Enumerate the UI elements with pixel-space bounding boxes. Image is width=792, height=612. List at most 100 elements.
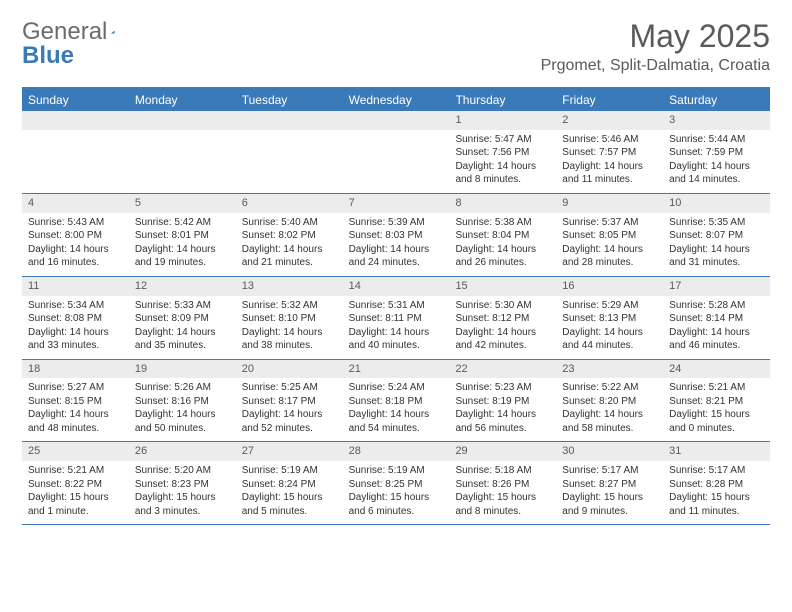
day-number: 17 xyxy=(663,277,770,296)
day-body xyxy=(236,130,343,178)
daylight-line: Daylight: 14 hours and 40 minutes. xyxy=(349,326,444,353)
day-cell-empty xyxy=(236,111,343,193)
day-body: Sunrise: 5:39 AMSunset: 8:03 PMDaylight:… xyxy=(343,213,450,276)
daylight-line: Daylight: 14 hours and 28 minutes. xyxy=(562,243,657,270)
sunrise-line: Sunrise: 5:38 AM xyxy=(455,216,550,230)
sunset-line: Sunset: 8:26 PM xyxy=(455,478,550,492)
day-cell: 24Sunrise: 5:21 AMSunset: 8:21 PMDayligh… xyxy=(663,360,770,442)
day-number xyxy=(236,111,343,130)
day-number: 5 xyxy=(129,194,236,213)
day-number: 10 xyxy=(663,194,770,213)
day-cell: 25Sunrise: 5:21 AMSunset: 8:22 PMDayligh… xyxy=(22,442,129,524)
day-cell: 13Sunrise: 5:32 AMSunset: 8:10 PMDayligh… xyxy=(236,277,343,359)
sunrise-line: Sunrise: 5:17 AM xyxy=(562,464,657,478)
day-body: Sunrise: 5:19 AMSunset: 8:24 PMDaylight:… xyxy=(236,461,343,524)
daylight-line: Daylight: 14 hours and 31 minutes. xyxy=(669,243,764,270)
day-number xyxy=(22,111,129,130)
day-cell: 4Sunrise: 5:43 AMSunset: 8:00 PMDaylight… xyxy=(22,194,129,276)
sunset-line: Sunset: 8:12 PM xyxy=(455,312,550,326)
calendar: SundayMondayTuesdayWednesdayThursdayFrid… xyxy=(22,87,770,525)
day-cell: 10Sunrise: 5:35 AMSunset: 8:07 PMDayligh… xyxy=(663,194,770,276)
daylight-line: Daylight: 14 hours and 58 minutes. xyxy=(562,408,657,435)
sunrise-line: Sunrise: 5:22 AM xyxy=(562,381,657,395)
sunset-line: Sunset: 8:28 PM xyxy=(669,478,764,492)
week-row: 1Sunrise: 5:47 AMSunset: 7:56 PMDaylight… xyxy=(22,111,770,194)
day-number: 13 xyxy=(236,277,343,296)
day-number: 25 xyxy=(22,442,129,461)
daylight-line: Daylight: 14 hours and 24 minutes. xyxy=(349,243,444,270)
day-number: 15 xyxy=(449,277,556,296)
day-cell-empty xyxy=(343,111,450,193)
dow-thursday: Thursday xyxy=(449,89,556,111)
day-cell: 22Sunrise: 5:23 AMSunset: 8:19 PMDayligh… xyxy=(449,360,556,442)
day-body xyxy=(129,130,236,178)
day-body: Sunrise: 5:47 AMSunset: 7:56 PMDaylight:… xyxy=(449,130,556,193)
sunset-line: Sunset: 8:18 PM xyxy=(349,395,444,409)
day-number: 28 xyxy=(343,442,450,461)
day-cell: 5Sunrise: 5:42 AMSunset: 8:01 PMDaylight… xyxy=(129,194,236,276)
day-cell: 18Sunrise: 5:27 AMSunset: 8:15 PMDayligh… xyxy=(22,360,129,442)
sunrise-line: Sunrise: 5:19 AM xyxy=(242,464,337,478)
day-cell: 8Sunrise: 5:38 AMSunset: 8:04 PMDaylight… xyxy=(449,194,556,276)
dow-friday: Friday xyxy=(556,89,663,111)
daylight-line: Daylight: 15 hours and 3 minutes. xyxy=(135,491,230,518)
sunrise-line: Sunrise: 5:29 AM xyxy=(562,299,657,313)
day-cell: 7Sunrise: 5:39 AMSunset: 8:03 PMDaylight… xyxy=(343,194,450,276)
sunset-line: Sunset: 8:00 PM xyxy=(28,229,123,243)
day-cell: 26Sunrise: 5:20 AMSunset: 8:23 PMDayligh… xyxy=(129,442,236,524)
sunset-line: Sunset: 8:08 PM xyxy=(28,312,123,326)
sunrise-line: Sunrise: 5:20 AM xyxy=(135,464,230,478)
sunset-line: Sunset: 8:24 PM xyxy=(242,478,337,492)
sunrise-line: Sunrise: 5:21 AM xyxy=(669,381,764,395)
daylight-line: Daylight: 14 hours and 16 minutes. xyxy=(28,243,123,270)
day-number: 11 xyxy=(22,277,129,296)
sunset-line: Sunset: 7:57 PM xyxy=(562,146,657,160)
daylight-line: Daylight: 14 hours and 48 minutes. xyxy=(28,408,123,435)
sunrise-line: Sunrise: 5:28 AM xyxy=(669,299,764,313)
day-number: 16 xyxy=(556,277,663,296)
sunset-line: Sunset: 8:16 PM xyxy=(135,395,230,409)
day-number: 30 xyxy=(556,442,663,461)
sunset-line: Sunset: 8:23 PM xyxy=(135,478,230,492)
day-number: 20 xyxy=(236,360,343,379)
day-body: Sunrise: 5:17 AMSunset: 8:28 PMDaylight:… xyxy=(663,461,770,524)
sunrise-line: Sunrise: 5:39 AM xyxy=(349,216,444,230)
day-number: 23 xyxy=(556,360,663,379)
day-body xyxy=(343,130,450,178)
day-cell: 20Sunrise: 5:25 AMSunset: 8:17 PMDayligh… xyxy=(236,360,343,442)
sunset-line: Sunset: 8:13 PM xyxy=(562,312,657,326)
daylight-line: Daylight: 14 hours and 14 minutes. xyxy=(669,160,764,187)
day-body: Sunrise: 5:20 AMSunset: 8:23 PMDaylight:… xyxy=(129,461,236,524)
day-body: Sunrise: 5:21 AMSunset: 8:21 PMDaylight:… xyxy=(663,378,770,441)
day-number: 14 xyxy=(343,277,450,296)
day-body: Sunrise: 5:27 AMSunset: 8:15 PMDaylight:… xyxy=(22,378,129,441)
day-cell: 1Sunrise: 5:47 AMSunset: 7:56 PMDaylight… xyxy=(449,111,556,193)
sunrise-line: Sunrise: 5:19 AM xyxy=(349,464,444,478)
day-number: 4 xyxy=(22,194,129,213)
daylight-line: Daylight: 15 hours and 11 minutes. xyxy=(669,491,764,518)
day-number: 3 xyxy=(663,111,770,130)
sunrise-line: Sunrise: 5:17 AM xyxy=(669,464,764,478)
sunrise-line: Sunrise: 5:24 AM xyxy=(349,381,444,395)
location-text: Prgomet, Split-Dalmatia, Croatia xyxy=(541,57,770,75)
sunrise-line: Sunrise: 5:32 AM xyxy=(242,299,337,313)
day-body: Sunrise: 5:31 AMSunset: 8:11 PMDaylight:… xyxy=(343,296,450,359)
daylight-line: Daylight: 14 hours and 21 minutes. xyxy=(242,243,337,270)
sunset-line: Sunset: 8:14 PM xyxy=(669,312,764,326)
day-body: Sunrise: 5:28 AMSunset: 8:14 PMDaylight:… xyxy=(663,296,770,359)
day-number: 31 xyxy=(663,442,770,461)
daylight-line: Daylight: 14 hours and 54 minutes. xyxy=(349,408,444,435)
header: General May 2025 Prgomet, Split-Dalmatia… xyxy=(22,18,770,75)
day-number: 9 xyxy=(556,194,663,213)
day-cell: 12Sunrise: 5:33 AMSunset: 8:09 PMDayligh… xyxy=(129,277,236,359)
sunset-line: Sunset: 8:27 PM xyxy=(562,478,657,492)
day-body: Sunrise: 5:46 AMSunset: 7:57 PMDaylight:… xyxy=(556,130,663,193)
day-number xyxy=(343,111,450,130)
sunset-line: Sunset: 8:25 PM xyxy=(349,478,444,492)
sunset-line: Sunset: 8:05 PM xyxy=(562,229,657,243)
daylight-line: Daylight: 14 hours and 38 minutes. xyxy=(242,326,337,353)
day-number: 29 xyxy=(449,442,556,461)
brand-name-2: Blue xyxy=(22,42,74,70)
day-body: Sunrise: 5:18 AMSunset: 8:26 PMDaylight:… xyxy=(449,461,556,524)
dow-saturday: Saturday xyxy=(663,89,770,111)
